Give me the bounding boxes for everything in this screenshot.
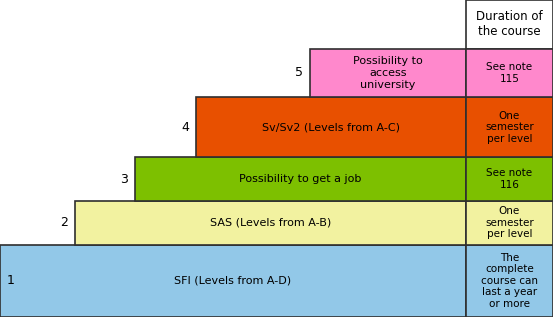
Text: One
semester
per level: One semester per level (485, 111, 534, 144)
Text: SAS (Levels from A-B): SAS (Levels from A-B) (210, 218, 331, 228)
Text: 5: 5 (295, 66, 302, 80)
Bar (310, 49, 466, 97)
Text: See note
116: See note 116 (486, 168, 533, 190)
Text: 3: 3 (121, 172, 128, 186)
Bar (75, 201, 466, 245)
Text: 2: 2 (60, 216, 67, 230)
Bar (196, 97, 466, 157)
Bar (466, 245, 553, 317)
Bar (466, 157, 553, 201)
Text: Possibility to
access
university: Possibility to access university (353, 56, 422, 89)
Bar (466, 0, 553, 49)
Text: Duration of
the course: Duration of the course (476, 10, 542, 38)
Bar (466, 97, 553, 157)
Bar (0, 245, 466, 317)
Text: See note
115: See note 115 (486, 62, 533, 84)
Bar (466, 49, 553, 97)
Text: One
semester
per level: One semester per level (485, 206, 534, 239)
Text: The
complete
course can
last a year
or more: The complete course can last a year or m… (481, 253, 538, 309)
Bar (466, 201, 553, 245)
Text: Possibility to get a job: Possibility to get a job (239, 174, 362, 184)
Text: SFI (Levels from A-D): SFI (Levels from A-D) (174, 276, 291, 286)
Text: Sv/Sv2 (Levels from A-C): Sv/Sv2 (Levels from A-C) (262, 122, 400, 132)
Text: 4: 4 (181, 120, 189, 134)
Text: 1: 1 (7, 274, 15, 288)
Bar (135, 157, 466, 201)
